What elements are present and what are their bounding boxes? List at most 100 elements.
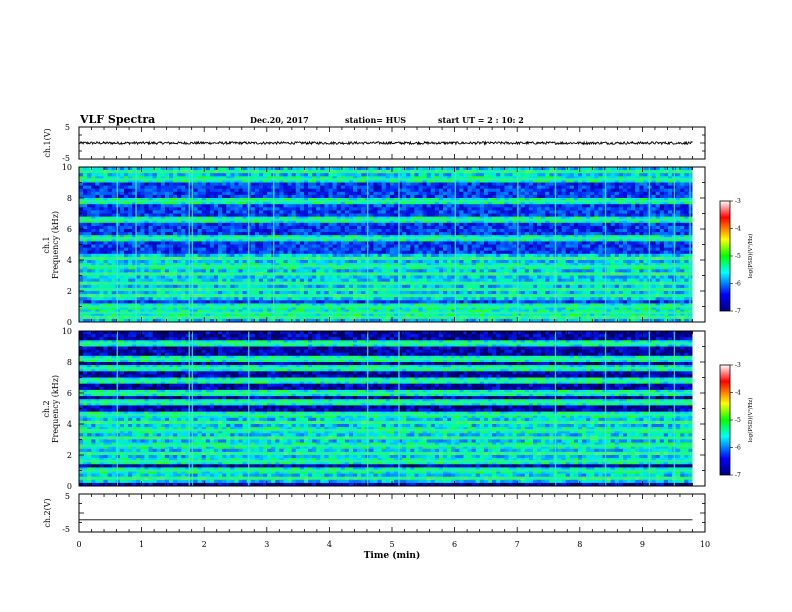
spectrogram-cell [279, 204, 284, 208]
spectrogram-cell [250, 176, 256, 180]
spectrogram-cell [614, 188, 620, 193]
spectrogram-cell [140, 198, 145, 202]
spectrogram-cell [226, 198, 231, 202]
spectrogram-cell [651, 182, 657, 186]
spectrogram-cell [614, 210, 620, 214]
spectrogram-cell [136, 216, 141, 221]
spectrogram-cell [328, 182, 333, 186]
spectrogram-cell [655, 235, 661, 239]
spectrogram-cell [148, 260, 154, 264]
spectrogram-cell [279, 173, 284, 177]
spectrogram-cell [410, 198, 415, 202]
spectrogram-cell [164, 263, 170, 267]
spectrogram-cell [577, 176, 583, 180]
spectrogram-cell [164, 247, 170, 252]
spectrogram-cell [340, 244, 346, 248]
spectrogram-cell [336, 194, 342, 199]
spectrogram-cell [381, 232, 387, 236]
spectrogram-cell [128, 173, 133, 177]
spectrogram-cell [320, 182, 325, 186]
spectrogram-cell [455, 219, 460, 224]
spectrogram-cell [303, 173, 309, 177]
spectrogram-cell [651, 191, 657, 196]
spectrogram-cell [344, 244, 350, 248]
spectrogram-cell [402, 176, 407, 180]
spectrogram-cell [91, 182, 96, 186]
spectrogram-cell [263, 185, 268, 190]
spectrogram-cell [189, 266, 194, 270]
spectrogram-cell [156, 176, 162, 180]
spectrogram-cell [324, 182, 329, 186]
spectrogram-cell [91, 222, 96, 227]
spectrogram-cell [267, 250, 272, 255]
spectrogram-cell [512, 185, 518, 190]
spectrogram-cell [324, 229, 329, 233]
spectrogram-cell [614, 176, 620, 180]
spectrogram-cell [324, 201, 329, 205]
spectrogram-cell [676, 241, 681, 245]
spectrogram-cell [320, 235, 325, 239]
spectrogram-cell [463, 238, 468, 242]
spectrogram-cell [594, 204, 599, 208]
spectrogram-cell [414, 253, 419, 258]
spectrogram-cell [148, 235, 154, 239]
spectrogram-cell [606, 244, 612, 248]
spectrogram-cell [340, 232, 346, 236]
spectrogram-cell [573, 213, 579, 217]
spectrogram-cell [83, 244, 88, 248]
spectrogram-cell [201, 194, 207, 199]
spectrogram-cell [631, 176, 636, 180]
spectrogram-cell [455, 213, 460, 217]
spectrogram-cell [659, 216, 665, 221]
spectrogram-cell [181, 247, 186, 252]
spectrogram-cell [602, 238, 607, 242]
spectrogram-cell [438, 194, 444, 199]
spectrogram-cell [181, 229, 186, 233]
spectrogram-cell [406, 185, 411, 190]
spectrogram-cell [586, 225, 591, 230]
spectrogram-cell [213, 263, 219, 267]
spectrogram-cell [177, 229, 182, 233]
spectrogram-cell [565, 167, 571, 171]
figure-title: VLF Spectra [79, 113, 155, 126]
spectrogram-cell [410, 188, 415, 193]
spectrogram-cell [594, 232, 599, 236]
spectrogram-cell [87, 167, 92, 171]
spectrogram-cell [185, 167, 190, 171]
spectrogram-cell [177, 216, 182, 221]
spectrogram-cell [181, 207, 186, 211]
spectrogram-cell [87, 176, 92, 180]
spectrogram-cell [291, 222, 297, 227]
spectrogram-cell [144, 241, 149, 245]
spectrogram-cell [123, 213, 129, 217]
spectrogram-cell [160, 173, 166, 177]
spectrogram-cell [426, 194, 432, 199]
spectrogram-cell [205, 179, 211, 183]
spectrogram-cell [659, 263, 665, 267]
spectrogram-cell [79, 222, 84, 227]
spectrogram-cell [471, 260, 477, 264]
spectrogram-cell [655, 179, 661, 183]
spectrogram-cell [156, 247, 162, 252]
spectrogram-cell [381, 229, 387, 233]
spectrogram-cell [508, 247, 513, 252]
spectrogram-cell [283, 232, 288, 236]
spectrogram-cell [173, 188, 178, 193]
spectrogram-cell [618, 253, 624, 258]
spectrogram-cell [328, 176, 333, 180]
spectrogram-cell [430, 229, 436, 233]
spectrogram-cell [197, 229, 203, 233]
spectrogram-cell [528, 235, 534, 239]
spectrogram-cell [447, 244, 452, 248]
spectrogram-cell [91, 241, 96, 245]
spectrogram-cell [500, 222, 505, 227]
spectrogram-cell [381, 238, 387, 242]
spectrogram-cell [132, 244, 137, 248]
spectrogram-cell [406, 222, 411, 227]
spectrogram-cell [99, 266, 104, 270]
spectrogram-cell [643, 182, 648, 186]
spectrogram-cell [226, 182, 231, 186]
spectrogram-cell [418, 173, 423, 177]
spectrogram-cell [148, 225, 154, 230]
spectrogram-cell [201, 238, 207, 242]
